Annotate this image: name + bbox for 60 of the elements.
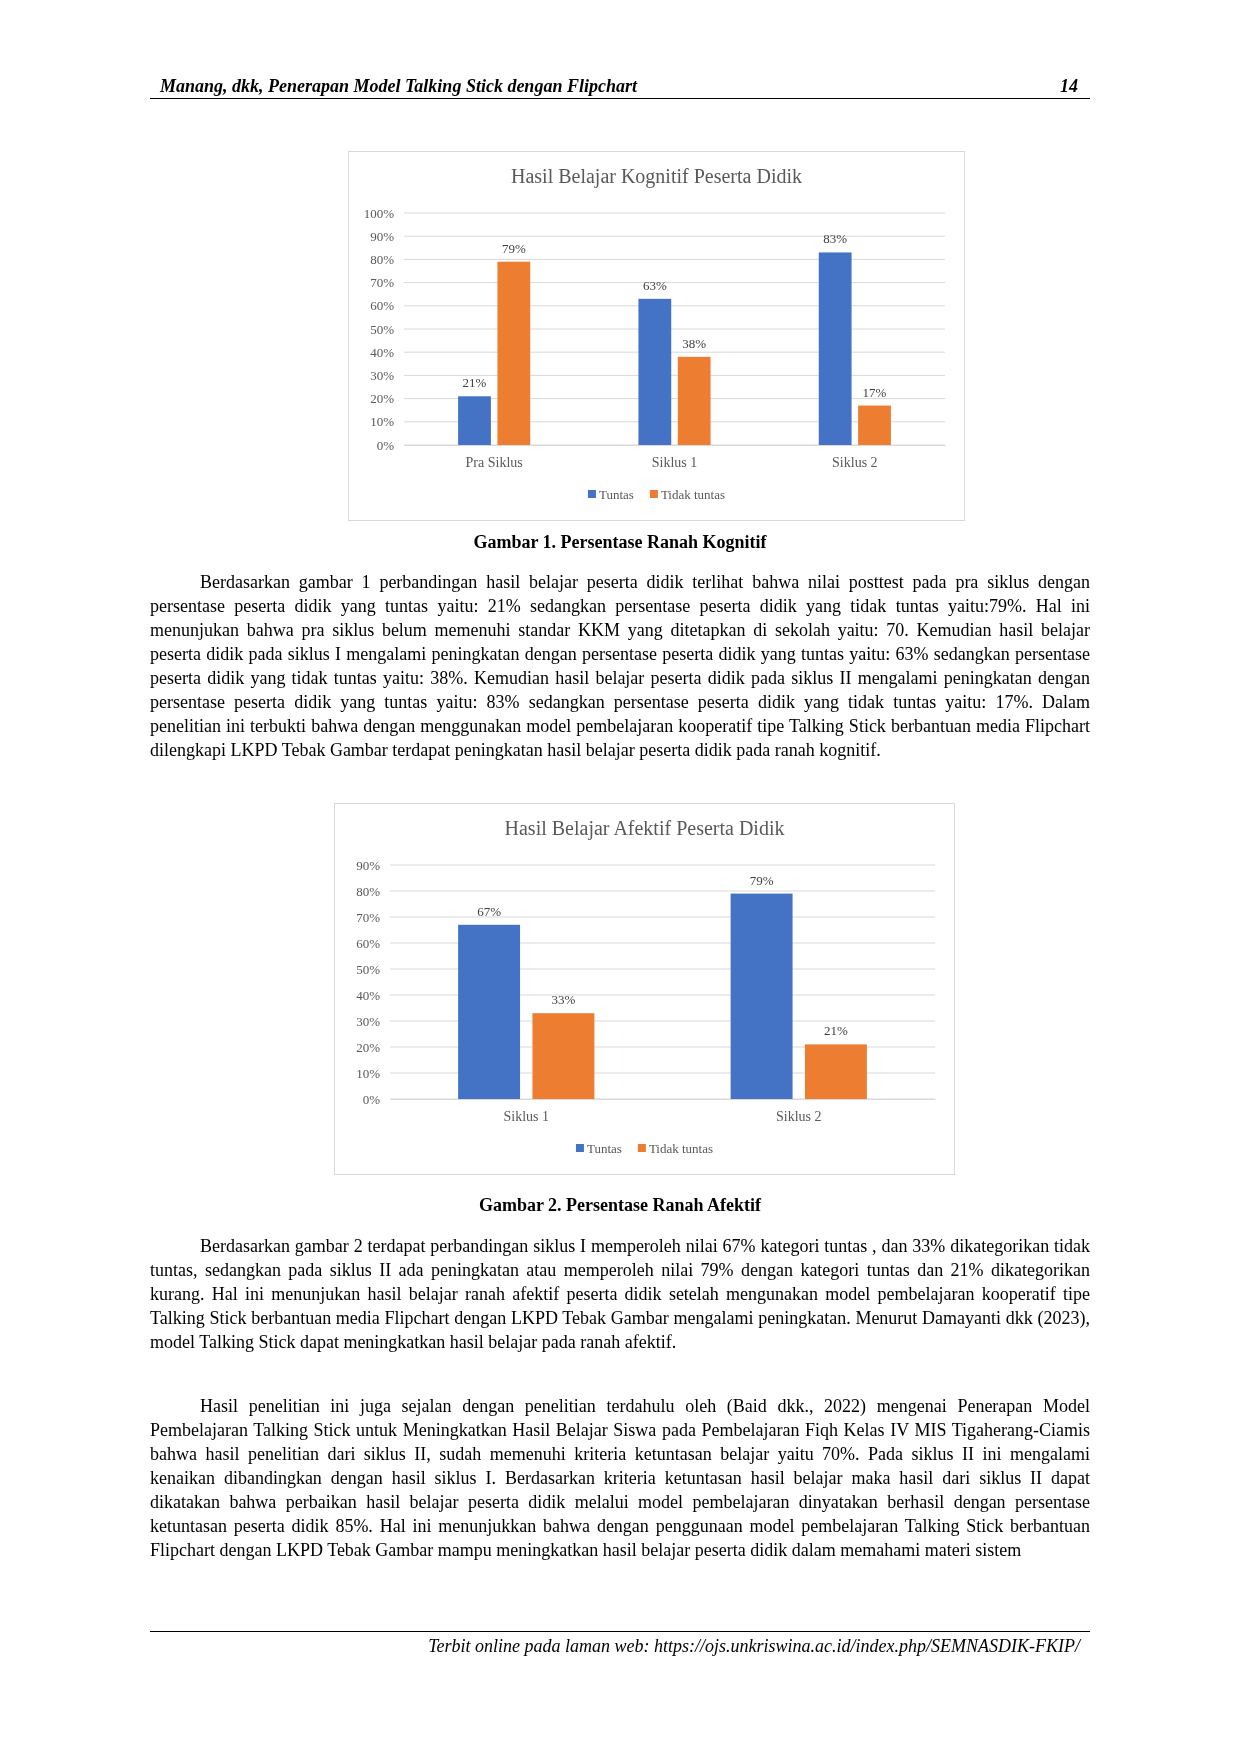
bar bbox=[804, 1044, 867, 1099]
bar bbox=[638, 298, 672, 445]
legend-label: Tuntas bbox=[586, 1141, 622, 1156]
bar bbox=[730, 893, 793, 1099]
legend-label: Tuntas bbox=[598, 487, 634, 502]
y-tick-label: 0% bbox=[362, 1091, 381, 1107]
y-tick-label: 60% bbox=[370, 298, 395, 314]
text: Berdasarkan gambar 1 perbandingan hasil belajar peserta didik terlihat bahwa nilai posttest pada pra siklus dengan persentase peserta didik yang tuntas yaitu: 21% sedangkan persentase peserta didik yang tidak tuntas yaitu:79%. Hal ini menunjukan bahwa pra siklus belum memenuhi standar KKM yang ditetapkan di sekolah yaitu: 70. Kemudian hasil belajar peserta didik pada siklus I mengalami peningkatan dengan persentase peserta didik yang tuntas yaitu: 63% sedangkan persentase peserta didik yang tidak tuntas yaitu: 38%. Kemudian hasil belajar peserta didik pada siklus II mengalami peningkatan dengan persentase peserta didik yang tuntas yaitu: 83% sedangkan persentase peserta didik yang tidak tuntas yaitu: 17%. Dalam penelitian ini terbukti bahwa dengan menggunakan model pembelajaran kooperatif tipe Talking Stick berbantuan media Flipchart dilengkapi LKPD Tebak Gambar terdapat peningkatan hasil belajar peserta didik pada ranah kognitif. bbox=[150, 571, 1090, 762]
bar bbox=[458, 396, 491, 445]
y-tick-label: 70% bbox=[370, 275, 395, 291]
x-tick-label: Pra Siklus bbox=[465, 454, 523, 470]
data-label: 79% bbox=[749, 872, 774, 888]
bar bbox=[677, 356, 711, 445]
text: Terbit online pada laman web: https://ojs.unkriswina.ac.id/index.php/SEMNASDIK-FKIP/ bbox=[428, 1635, 1080, 1658]
data-label: 38% bbox=[682, 335, 707, 351]
y-tick-label: 0% bbox=[376, 437, 395, 453]
text: 14 bbox=[1060, 75, 1078, 98]
y-tick-label: 20% bbox=[356, 1039, 381, 1055]
bar bbox=[458, 924, 521, 1099]
y-tick-label: 20% bbox=[370, 391, 395, 407]
y-tick-label: 90% bbox=[356, 857, 381, 873]
text: Berdasarkan gambar 2 terdapat perbandingan siklus I memperoleh nilai 67% kategori tuntas , dan 33% dikategorikan tidak tuntas, sedangkan pada siklus II ada peningkatan atau memperoleh nilai 79% dengan kategori tuntas dan 21% dikategorikan kurang. Hal ini menunjukan hasil belajar ranah afektif peserta didik setelah mengunakan model pembelajaran kooperatif tipe Talking Stick berbantuan media Flipchart dengan LKPD Tebak Gambar mengalami peningkatan. Menurut Damayanti dkk (2023), model Talking Stick dapat meningkatkan hasil belajar pada ranah afektif. bbox=[150, 1235, 1090, 1354]
y-tick-label: 100% bbox=[363, 205, 395, 221]
y-tick-label: 80% bbox=[356, 883, 381, 899]
data-label: 21% bbox=[823, 1023, 848, 1039]
chart-title: Hasil Belajar Afektif Peserta Didik bbox=[504, 817, 785, 840]
data-label: 17% bbox=[862, 384, 887, 400]
y-tick-label: 40% bbox=[356, 987, 381, 1003]
chart-title: Hasil Belajar Kognitif Peserta Didik bbox=[510, 165, 803, 188]
y-tick-label: 70% bbox=[356, 909, 381, 925]
y-tick-label: 30% bbox=[370, 368, 395, 384]
bar bbox=[858, 405, 891, 445]
y-tick-label: 50% bbox=[370, 321, 395, 337]
x-tick-label: Siklus 1 bbox=[651, 454, 698, 470]
y-tick-label: 30% bbox=[356, 1013, 381, 1029]
text: Gambar 2. Persentase Ranah Afektif bbox=[477, 1194, 763, 1217]
y-tick-label: 80% bbox=[370, 252, 395, 268]
legend-label: Tidak tuntas bbox=[660, 487, 726, 502]
x-tick-label: Siklus 1 bbox=[503, 1108, 550, 1124]
data-label: 79% bbox=[501, 240, 526, 256]
y-tick-label: 10% bbox=[370, 414, 395, 430]
legend-label: Tidak tuntas bbox=[648, 1141, 714, 1156]
data-label: 63% bbox=[642, 277, 667, 293]
y-tick-label: 60% bbox=[356, 935, 381, 951]
text: Manang, dkk, Penerapan Model Talking Stick dengan Flipchart bbox=[160, 75, 637, 98]
x-tick-label: Siklus 2 bbox=[832, 454, 878, 470]
bar bbox=[532, 1013, 595, 1099]
data-label: 33% bbox=[551, 992, 576, 1008]
bar bbox=[497, 261, 531, 445]
text: Hasil penelitian ini juga sejalan dengan penelitian terdahulu oleh (Baid dkk., 2022) mengenai Penerapan Model Pembelajaran Talking Stick untuk Meningkatkan Hasil Belajar Siswa pada Pembelajaran Fiqh Kelas IV MIS Tigaherang-Ciamis bahwa hasil penelitian dari siklus II, sudah memenuhi kriteria ketuntasan belajar yaitu 70%. Pada siklus II ini mengalami kenaikan dibandingkan dengan hasil siklus I. Berdasarkan kriteria ketuntasan hasil belajar maka hasil dari siklus II dapat dikatakan bahwa perbaikan hasil belajar peserta didik melalui model pembelajaran dinyatakan berhasil dengan persentase ketuntasan peserta didik 85%. Hal ini menunjukkan bahwa dengan penggunaan model pembelajaran Talking Stick berbantuan Flipchart dengan LKPD Tebak Gambar mampu meningkatkan hasil belajar peserta didik dalam memahami materi sistem bbox=[150, 1395, 1090, 1562]
data-label: 83% bbox=[823, 231, 848, 247]
y-tick-label: 10% bbox=[356, 1065, 381, 1081]
y-tick-label: 50% bbox=[356, 961, 381, 977]
text: Gambar 1. Persentase Ranah Kognitif bbox=[472, 531, 768, 554]
y-tick-label: 90% bbox=[370, 228, 395, 244]
data-label: 67% bbox=[477, 903, 502, 919]
x-tick-label: Siklus 2 bbox=[775, 1108, 822, 1124]
y-tick-label: 40% bbox=[370, 344, 395, 360]
bar bbox=[818, 252, 852, 445]
data-label: 21% bbox=[462, 375, 487, 391]
